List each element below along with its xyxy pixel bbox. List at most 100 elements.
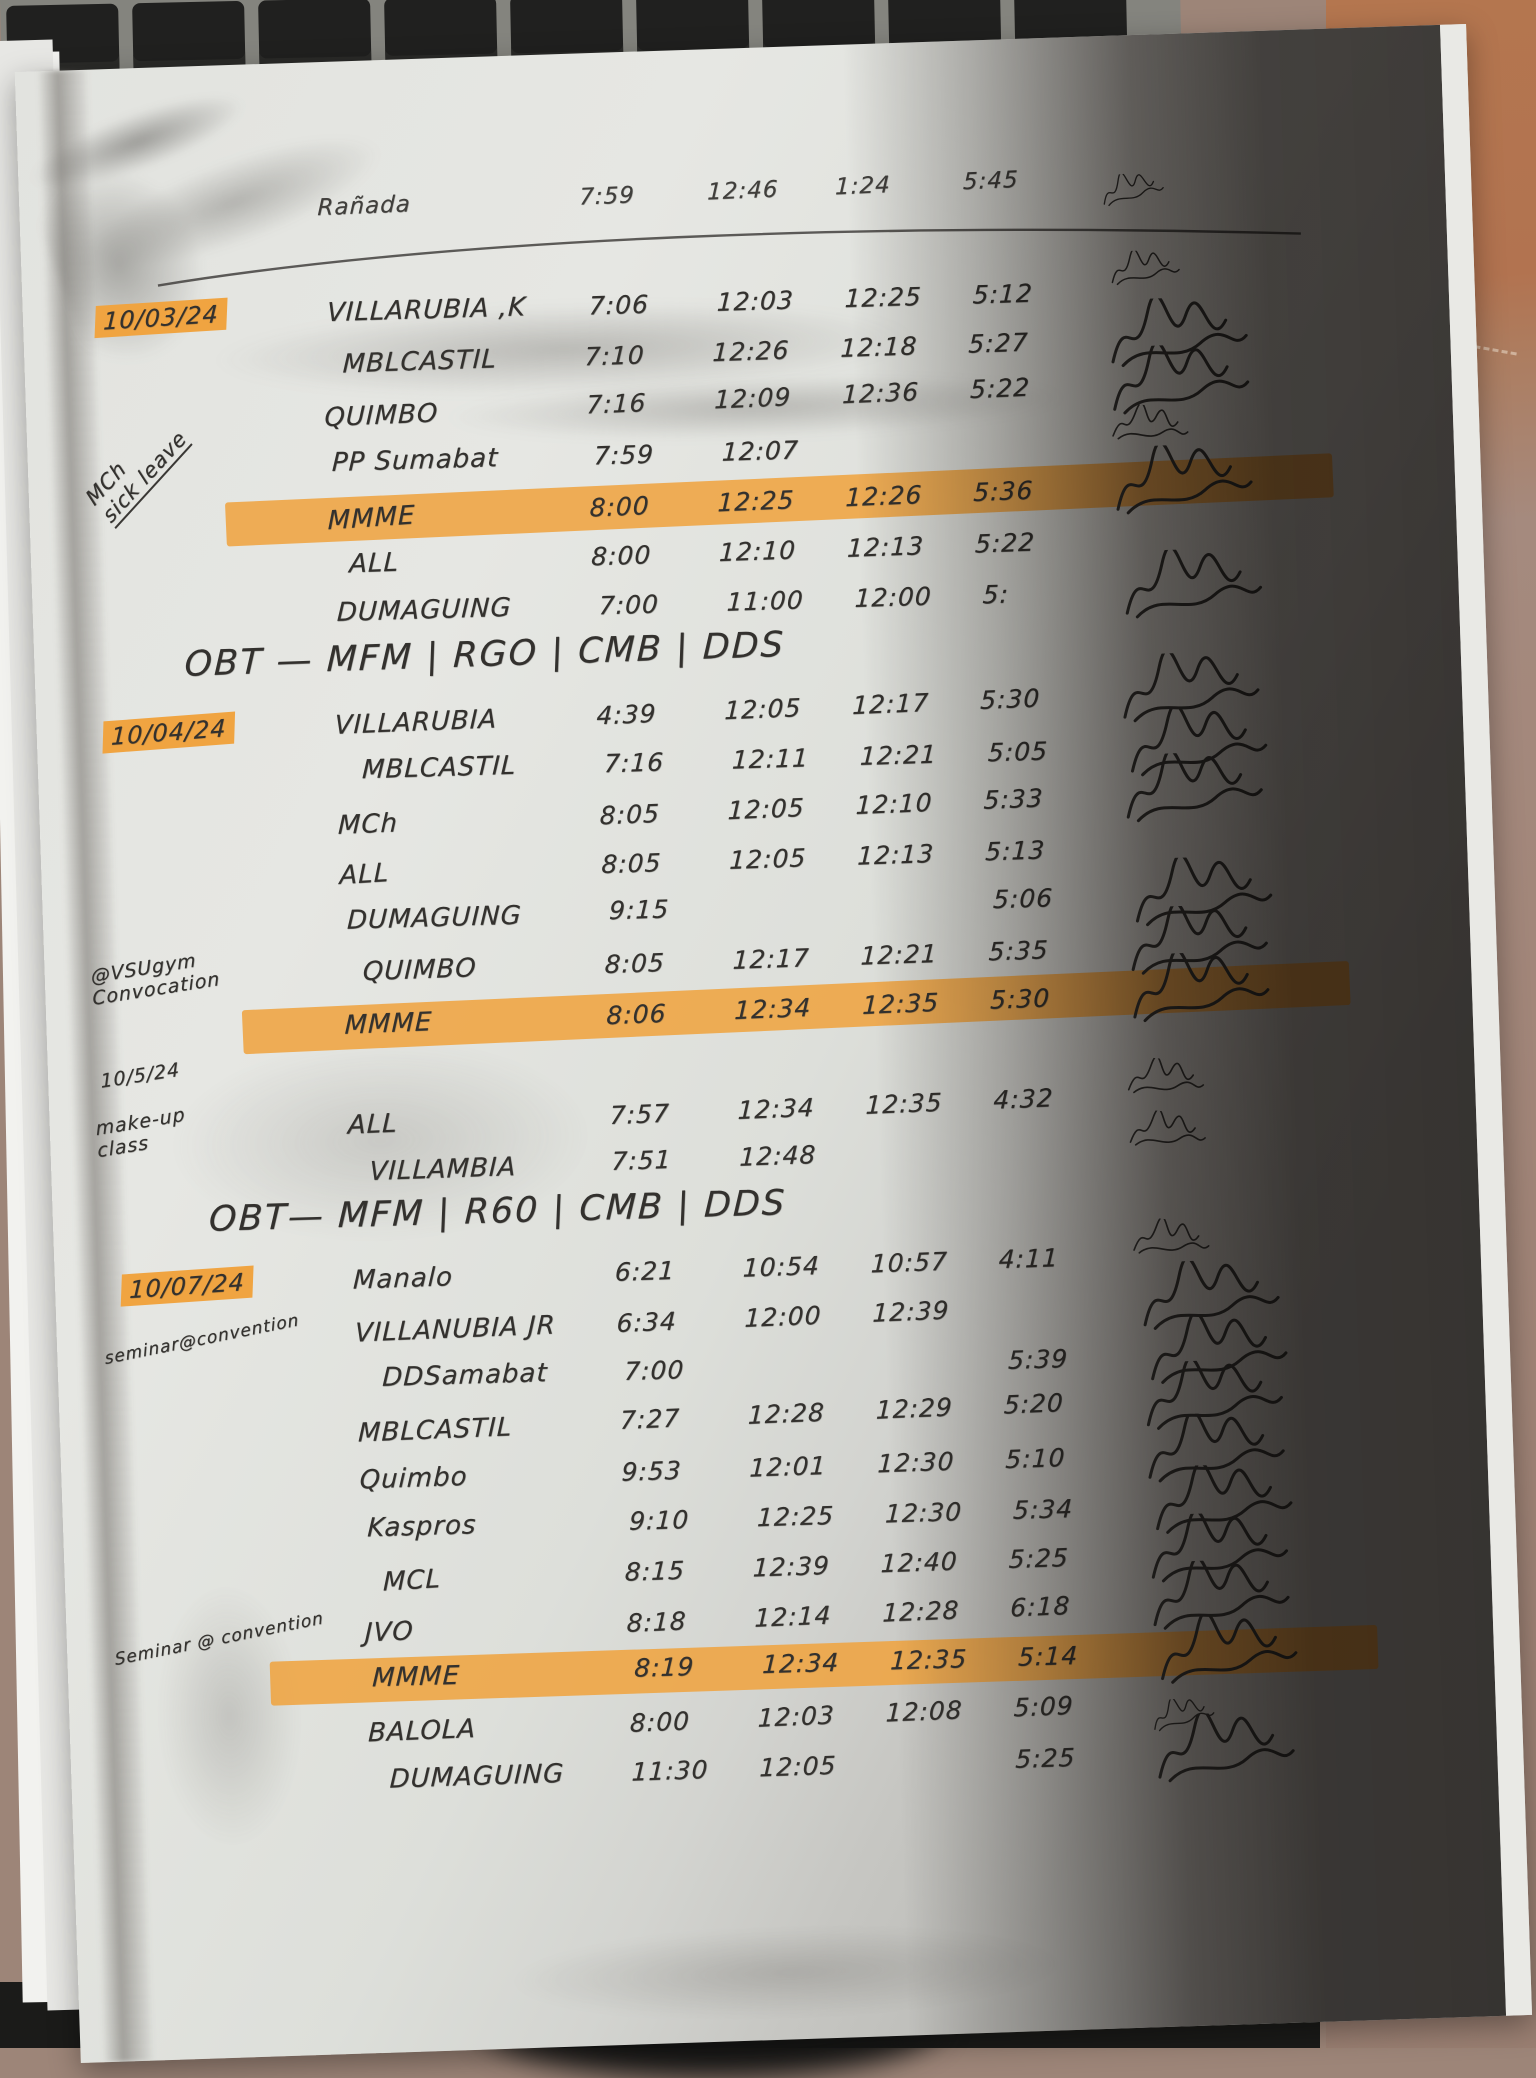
time-out-pm-cell: 5:25 [1014,1742,1076,1774]
margin-cell: MCh sick leave [33,408,332,530]
time-out-pm-cell: 5:22 [974,527,1036,559]
time-out-noon-cell: 12:25 [717,484,795,517]
name-cell: Manalo [352,1262,454,1296]
date-badge: 10/03/24 [94,297,228,339]
time-out-noon-cell: 12:14 [754,1600,832,1633]
margin-cell: 10/5/24 [54,1059,353,1093]
name-cell: MMME [371,1660,461,1694]
time-in-pm-cell: 12:26 [844,479,923,512]
time-out-pm-cell [978,441,1108,445]
time-out-pm-cell: 5:12 [972,278,1034,310]
name-cell: DUMAGUING [346,900,523,936]
margin-cell: 10/03/24 [29,297,328,339]
name-cell: QUIMBO [324,398,439,434]
time-in-am-cell: 8:00 [589,490,651,523]
time-in-am-cell: 11:30 [630,1754,710,1787]
margin-cell [30,518,328,530]
time-in-pm-cell: 12:28 [881,1594,960,1628]
margin-cell [65,1580,363,1590]
time-in-am-cell: 9:15 [608,893,670,925]
name-cell: BALOLA [367,1713,477,1749]
time-in-pm-cell: 12:35 [889,1643,968,1675]
margin-cell [42,873,340,883]
time-out-pm-cell: 4:11 [998,1242,1060,1274]
time-out-noon-cell [742,1056,870,1060]
time-in-am-cell: 7:16 [603,747,665,778]
time-out-pm-cell [998,1048,1128,1052]
margin-cell [64,1378,362,1387]
name-cell: PP Sumabat [331,443,499,479]
time-in-pm-cell: 12:35 [861,987,940,1020]
signature-scribble-icon [1134,1410,1513,1483]
time-in-pm-cell: 12:25 [844,281,923,313]
name-cell: MBLCASTIL [342,344,498,380]
time-in-pm-cell [865,899,993,903]
time-in-pm-cell: 12:21 [859,739,938,771]
signature-scribble-icon [1122,1054,1502,1119]
time-out-noon-cell: 12:01 [748,1450,828,1483]
time-out-noon-cell: 12:28 [747,1397,826,1430]
margin-cell [39,613,337,622]
margin-cell [31,565,329,575]
signature-scribble-icon [1124,1108,1503,1172]
time-in-am-cell: 9:10 [628,1504,690,1536]
name-cell: MCL [382,1564,442,1598]
margin-cell [20,208,318,220]
time-in-pm-cell [880,1360,1008,1364]
time-out-pm-cell [995,1144,1125,1148]
margin-cell [69,1528,367,1537]
signature-scribble-icon [1112,749,1492,823]
ghost-text-smudge [506,1918,1070,2027]
time-out-pm-cell: 5:25 [1008,1542,1070,1574]
time-in-pm-cell: 12:35 [865,1087,943,1120]
time-in-am-cell: 8:15 [624,1555,686,1587]
time-out-noon-cell: 12:05 [758,1750,837,1782]
time-in-am-cell: 7:10 [584,339,646,371]
time-in-am-cell: 7:59 [593,439,655,471]
time-out-noon-cell: 12:05 [727,792,806,825]
name-cell: VILLARUBIA [334,704,498,741]
margin-note: @VSUgym Convocation [90,949,221,1011]
margin-cell [74,1678,372,1687]
time-in-pm-cell: 12:30 [884,1496,963,1529]
signature-scribble-icon [1092,137,1472,207]
name-cell: MBLCASTIL [361,750,517,786]
name-cell: Rañada [317,191,412,222]
time-in-pm-cell: 12:00 [854,581,933,613]
time-in-pm-cell [850,445,978,449]
time-out-pm-cell: 5:22 [969,372,1031,404]
name-cell: VILLARUBIA ,K [326,292,527,329]
time-out-pm-cell: 5:13 [984,834,1046,866]
time-in-am-cell: 6:34 [616,1306,678,1338]
time-out-pm-cell: 6:18 [1009,1590,1071,1622]
name-cell: VILLAMBIA [368,1152,517,1188]
time-out-pm-cell: 5:34 [1012,1493,1074,1525]
margin-cell [44,771,342,780]
time-out-noon-cell: 12:05 [728,842,807,875]
time-in-pm-cell: 12:13 [846,530,925,563]
time-in-pm-cell: 12:21 [860,938,939,971]
margin-cell [47,1026,345,1038]
time-in-am-cell: 7:59 [578,182,636,211]
time-in-am-cell: 7:27 [619,1403,681,1435]
time-in-am-cell: 7:57 [609,1098,671,1130]
time-out-pm-cell: 5:14 [1017,1640,1079,1672]
time-in-am-cell: 8:18 [626,1605,688,1638]
time-out-noon-cell: 12:34 [761,1647,840,1679]
name-cell: DUMAGUING [336,592,513,628]
name-cell: VILLANUBIA JR [354,1310,557,1349]
margin-cell [25,365,323,375]
time-in-pm-cell: 10:57 [870,1246,949,1278]
margin-cell: Seminar @ convention [67,1608,366,1670]
time-out-noon-cell [752,1364,880,1368]
name-cell: MCh [337,808,399,841]
time-in-am-cell: 8:00 [629,1705,691,1738]
time-out-pm-cell: 5:09 [1013,1690,1075,1722]
margin-cell [52,1173,350,1183]
time-out-noon-cell: 12:46 [706,176,779,206]
time-out-pm-cell: 5:05 [987,735,1049,767]
time-in-pm-cell: 12:08 [885,1694,964,1728]
time-in-am-cell: 8:05 [600,847,663,879]
time-out-pm-cell: 5:33 [983,782,1044,815]
time-in-am-cell: 6:21 [614,1255,676,1287]
